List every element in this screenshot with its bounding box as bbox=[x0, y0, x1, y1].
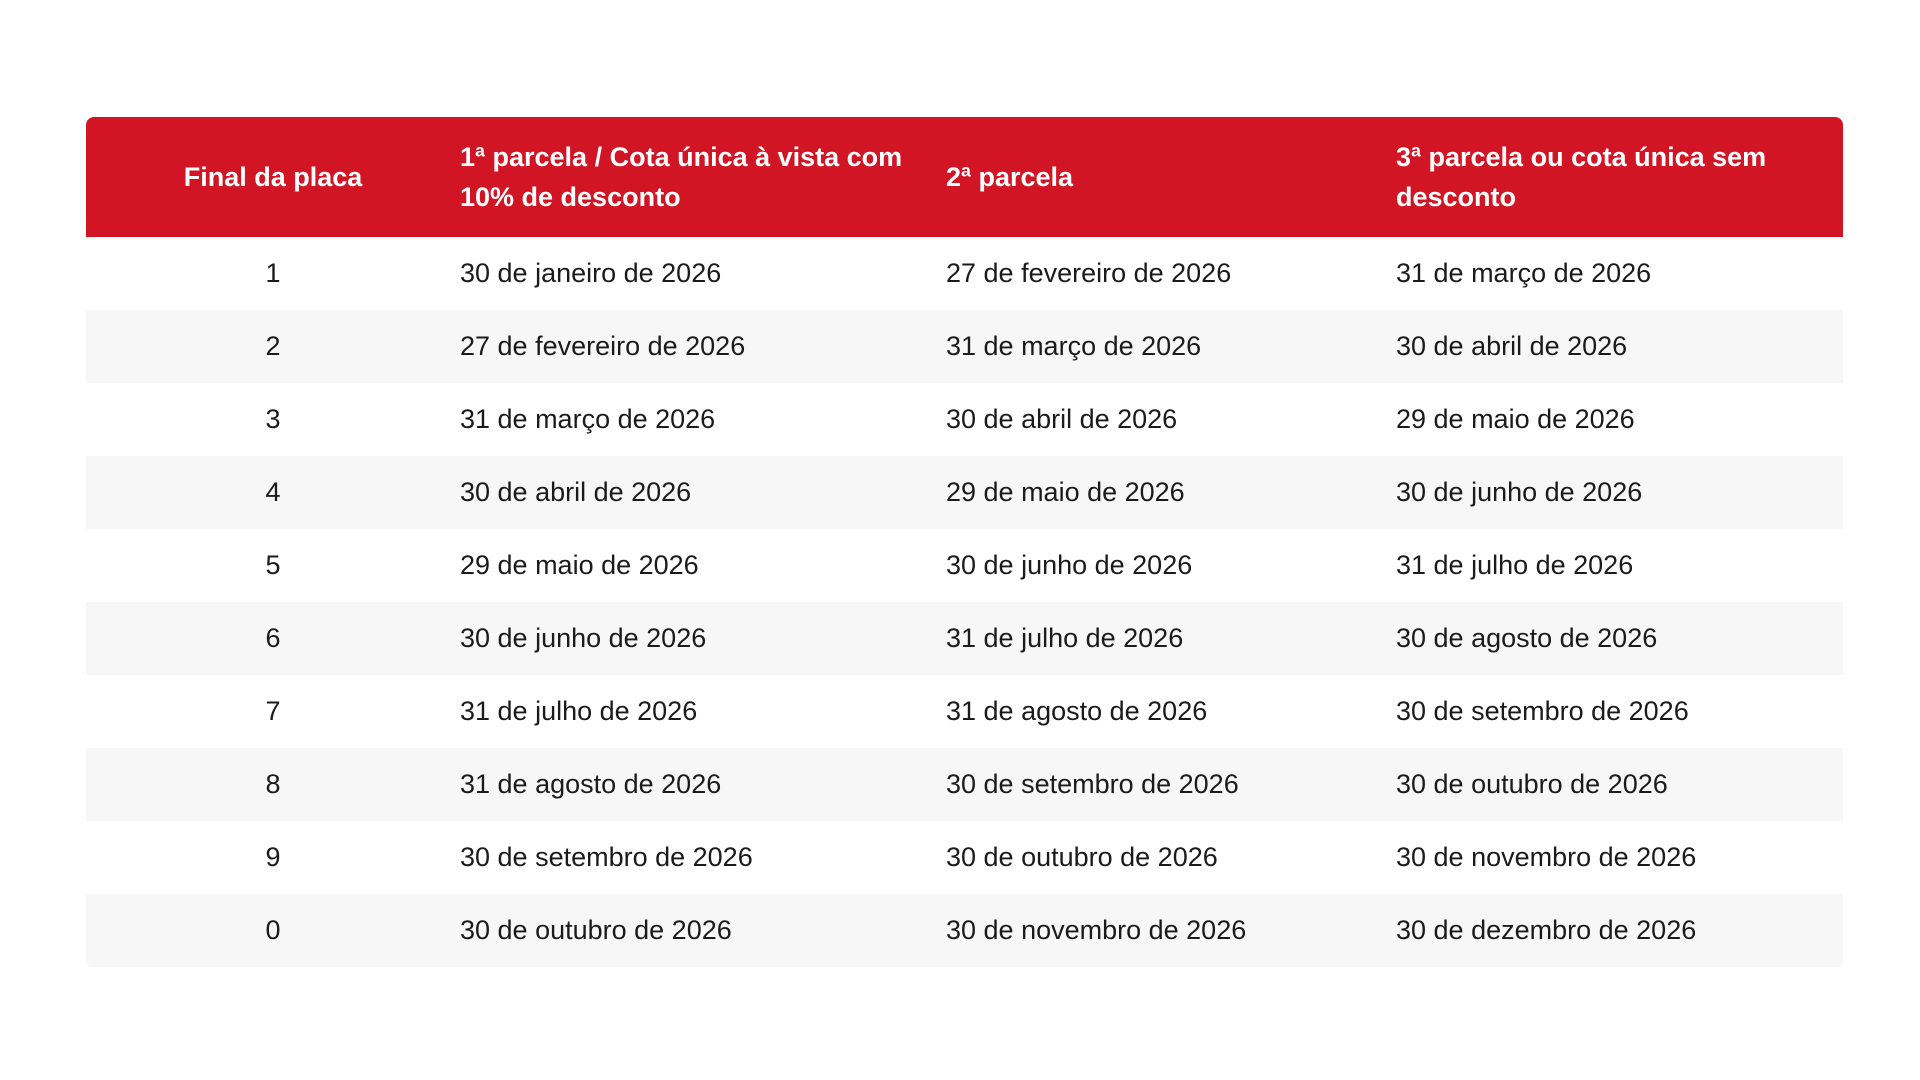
cell-final-placa: 1 bbox=[265, 258, 281, 288]
cell-primeira-parcela: 31 de julho de 2026 bbox=[460, 696, 698, 726]
table-row: 6 30 de junho de 2026 31 de julho de 202… bbox=[86, 602, 1843, 675]
cell-final-placa: 4 bbox=[86, 456, 460, 529]
cell-segunda-parcela: 29 de maio de 2026 bbox=[946, 456, 1396, 529]
cell-terceira-parcela: 31 de março de 2026 bbox=[1396, 258, 1652, 288]
cell-segunda-parcela: 30 de outubro de 2026 bbox=[946, 842, 1218, 872]
table-row: 1 30 de janeiro de 2026 27 de fevereiro … bbox=[86, 237, 1843, 310]
cell-terceira-parcela: 30 de abril de 2026 bbox=[1396, 310, 1843, 383]
cell-primeira-parcela: 29 de maio de 2026 bbox=[460, 550, 699, 580]
table-row: 8 31 de agosto de 2026 30 de setembro de… bbox=[86, 748, 1843, 821]
header-final-da-placa: Final da placa bbox=[86, 117, 460, 237]
header-segunda-parcela: 2ª parcela bbox=[946, 117, 1396, 237]
cell-segunda-parcela: 31 de março de 2026 bbox=[946, 310, 1396, 383]
cell-primeira-parcela: 30 de abril de 2026 bbox=[460, 456, 946, 529]
cell-primeira-parcela: 30 de setembro de 2026 bbox=[460, 842, 753, 872]
table-row: 9 30 de setembro de 2026 30 de outubro d… bbox=[86, 821, 1843, 894]
cell-terceira-parcela: 30 de agosto de 2026 bbox=[1396, 602, 1843, 675]
table-row: 7 31 de julho de 2026 31 de agosto de 20… bbox=[86, 675, 1843, 748]
cell-primeira-parcela: 27 de fevereiro de 2026 bbox=[460, 310, 946, 383]
cell-primeira-parcela: 30 de junho de 2026 bbox=[460, 602, 946, 675]
cell-final-placa: 2 bbox=[86, 310, 460, 383]
header-primeira-parcela: 1ª parcela / Cota única à vista com 10% … bbox=[460, 117, 946, 237]
table-row: 4 30 de abril de 2026 29 de maio de 2026… bbox=[86, 456, 1843, 529]
cell-segunda-parcela: 27 de fevereiro de 2026 bbox=[946, 258, 1232, 288]
cell-segunda-parcela: 31 de julho de 2026 bbox=[946, 602, 1396, 675]
cell-final-placa: 9 bbox=[265, 842, 281, 872]
cell-primeira-parcela: 30 de outubro de 2026 bbox=[460, 894, 946, 967]
cell-terceira-parcela: 31 de julho de 2026 bbox=[1396, 550, 1634, 580]
table-row: 2 27 de fevereiro de 2026 31 de março de… bbox=[86, 310, 1843, 383]
cell-terceira-parcela: 30 de dezembro de 2026 bbox=[1396, 894, 1843, 967]
cell-segunda-parcela: 30 de abril de 2026 bbox=[946, 404, 1178, 434]
cell-primeira-parcela: 30 de janeiro de 2026 bbox=[460, 258, 722, 288]
cell-final-placa: 6 bbox=[86, 602, 460, 675]
ipva-schedule-table: Final da placa 1ª parcela / Cota única à… bbox=[86, 117, 1843, 967]
cell-terceira-parcela: 30 de novembro de 2026 bbox=[1396, 842, 1697, 872]
cell-final-placa: 8 bbox=[86, 748, 460, 821]
cell-final-placa: 5 bbox=[265, 550, 281, 580]
cell-primeira-parcela: 31 de agosto de 2026 bbox=[460, 748, 946, 821]
header-terceira-parcela: 3ª parcela ou cota única sem desconto bbox=[1396, 117, 1843, 237]
table-header-row: Final da placa 1ª parcela / Cota única à… bbox=[86, 117, 1843, 237]
cell-terceira-parcela: 30 de junho de 2026 bbox=[1396, 456, 1843, 529]
table-row: 0 30 de outubro de 2026 30 de novembro d… bbox=[86, 894, 1843, 967]
cell-final-placa: 7 bbox=[265, 696, 281, 726]
table-row: 3 31 de março de 2026 30 de abril de 202… bbox=[86, 383, 1843, 456]
cell-final-placa: 0 bbox=[86, 894, 460, 967]
cell-primeira-parcela: 31 de março de 2026 bbox=[460, 404, 716, 434]
cell-terceira-parcela: 30 de outubro de 2026 bbox=[1396, 748, 1843, 821]
cell-segunda-parcela: 30 de novembro de 2026 bbox=[946, 894, 1396, 967]
cell-final-placa: 3 bbox=[265, 404, 281, 434]
table-row: 5 29 de maio de 2026 30 de junho de 2026… bbox=[86, 529, 1843, 602]
cell-terceira-parcela: 30 de setembro de 2026 bbox=[1396, 696, 1689, 726]
cell-terceira-parcela: 29 de maio de 2026 bbox=[1396, 404, 1635, 434]
ipva-schedule-table-container: Final da placa 1ª parcela / Cota única à… bbox=[86, 117, 1843, 967]
cell-segunda-parcela: 30 de setembro de 2026 bbox=[946, 748, 1396, 821]
cell-segunda-parcela: 31 de agosto de 2026 bbox=[946, 696, 1208, 726]
cell-segunda-parcela: 30 de junho de 2026 bbox=[946, 550, 1193, 580]
